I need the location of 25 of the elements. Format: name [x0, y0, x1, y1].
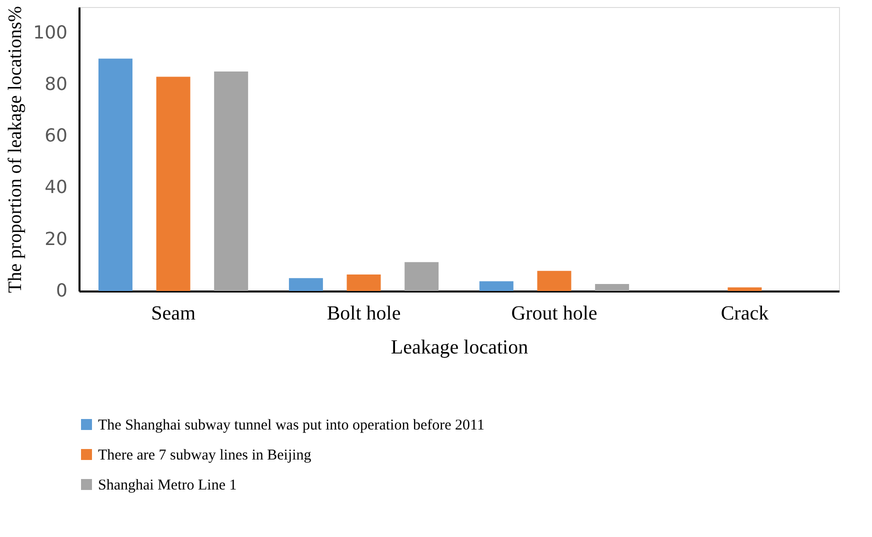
- x-tick-label: Seam: [151, 302, 196, 324]
- bar: [595, 284, 630, 291]
- y-tick-label: 40: [44, 177, 68, 198]
- y-tick-label: 60: [44, 126, 68, 147]
- x-tick-label: Bolt hole: [326, 302, 401, 324]
- legend-label: Shanghai Metro Line 1: [98, 478, 237, 494]
- bar: [479, 281, 514, 291]
- x-axis-title: Leakage location: [390, 336, 528, 358]
- x-tick-label: Grout hole: [511, 302, 598, 324]
- y-tick-label: 100: [33, 22, 68, 44]
- bar: [537, 270, 572, 291]
- y-tick-label: 0: [56, 280, 68, 302]
- bar: [728, 287, 762, 291]
- bar: [156, 76, 190, 291]
- legend-label: The Shanghai subway tunnel was put into operation before 2011: [98, 418, 484, 434]
- bar: [288, 278, 323, 291]
- bar: [98, 58, 132, 291]
- bar: [404, 262, 439, 291]
- x-tick-label: Crack: [720, 302, 769, 324]
- y-tick-label: 80: [44, 74, 68, 95]
- y-axis-title: The proportion of leakage locations%: [5, 6, 26, 294]
- bar: [346, 274, 381, 291]
- y-tick-label: 20: [44, 228, 68, 250]
- legend-label: There are 7 subway lines in Beijing: [98, 448, 312, 464]
- bar: [214, 72, 248, 291]
